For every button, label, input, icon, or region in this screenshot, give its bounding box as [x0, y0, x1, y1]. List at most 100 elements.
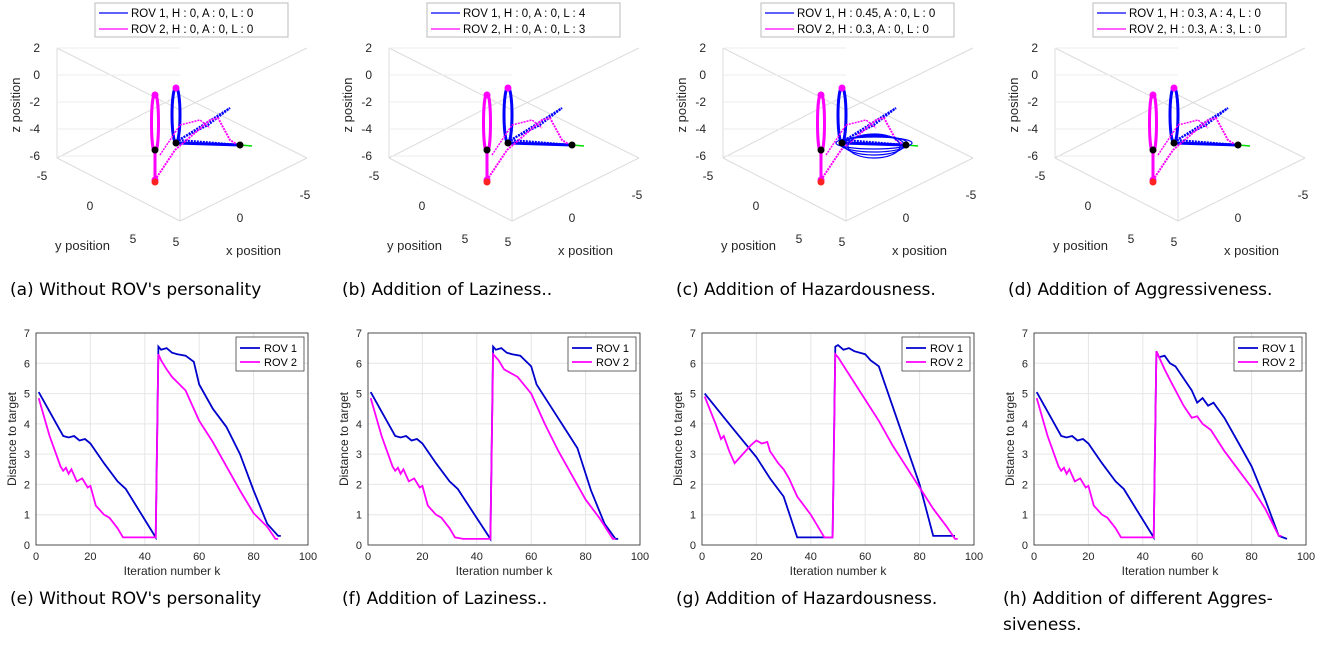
x-tick-label: 40: [471, 551, 483, 563]
axis-frame-line: [845, 157, 974, 222]
y-tick-label: 4: [690, 419, 696, 431]
x-tick-label: 40: [139, 551, 151, 563]
trajectory-marker: [1149, 91, 1157, 99]
y-tick-label: 2: [690, 479, 696, 491]
axis-frame-line: [722, 47, 847, 111]
x-tick-label: 100: [965, 551, 983, 563]
legend-entry: ROV 2: [930, 357, 963, 369]
axis-frame-line: [511, 157, 640, 222]
rov2-trajectory-branch: [491, 119, 543, 156]
axis-frame-line: [56, 94, 181, 159]
panel-caption-line1: (h) Addition of different Aggres-: [1003, 589, 1273, 609]
panel-caption: (f) Addition of Laziness..: [342, 589, 547, 609]
x-tick-label: 80: [913, 551, 925, 563]
legend-entry-rov1: ROV 1, H : 0, A : 0, L : 4: [463, 8, 586, 20]
series-line-rov-2: [369, 351, 616, 540]
y-tick-label: 0: [1022, 540, 1028, 552]
legend-entry: ROV 1: [1262, 343, 1295, 355]
y-tick-label: 6: [690, 358, 696, 370]
legend-entry-rov2: ROV 2, H : 0, A : 0, L : 0: [131, 24, 253, 36]
y-tick-label: 6: [356, 358, 362, 370]
y-tick-label: -5: [37, 169, 48, 183]
trajectory-marker: [151, 146, 159, 154]
x-tick-label: 5: [173, 235, 180, 249]
x-tick-label: -5: [966, 188, 977, 202]
x-tick-label: 20: [416, 551, 428, 563]
legend-entry: ROV 2: [264, 357, 297, 369]
x-tick-label: 60: [1191, 551, 1203, 563]
z-tick-label: -2: [1027, 95, 1038, 109]
x-tick-label: 0: [237, 211, 244, 225]
x-tick-label: 40: [805, 551, 817, 563]
trajectory-marker: [838, 139, 846, 147]
y-axis-label: y position: [55, 238, 110, 253]
panel-caption: (e) Without ROV's personality: [10, 589, 261, 609]
y-tick-label: 4: [24, 419, 30, 431]
y-tick-label: 2: [1022, 479, 1028, 491]
trajectory-marker: [1234, 141, 1242, 149]
trajectory-marker: [568, 141, 576, 149]
legend-entry: ROV 1: [930, 343, 963, 355]
z-tick-label: -4: [1027, 122, 1038, 136]
y-tick-label: 4: [1022, 419, 1028, 431]
y-tick-label: 7: [690, 328, 696, 340]
x-tick-label: 0: [903, 211, 910, 225]
y-axis-label: y position: [387, 238, 442, 253]
trajectory-marker: [817, 146, 825, 154]
legend-entry: ROV 1: [596, 343, 629, 355]
x-tick-label: 100: [631, 551, 649, 563]
x-tick-label: 0: [699, 551, 705, 563]
y-tick-label: 6: [24, 358, 30, 370]
x-tick-label: 60: [859, 551, 871, 563]
rov1-trajectory-arm: [507, 141, 573, 147]
z-tick-label: -4: [29, 122, 40, 136]
y-axis-label: Distance to target: [671, 391, 685, 486]
series-line-rov-1: [704, 344, 955, 539]
trajectory-marker: [1170, 139, 1178, 147]
axis-frame-line: [56, 157, 181, 222]
legend-box: [1092, 2, 1287, 38]
trajectory-marker: [1149, 146, 1157, 154]
trajectory-marker: [172, 139, 180, 147]
y-axis-label: y position: [721, 238, 776, 253]
trajectory-marker: [504, 84, 512, 92]
z-tick-label: -6: [29, 149, 40, 163]
x-axis-label: x position: [226, 243, 281, 258]
y-tick-label: 1: [690, 510, 696, 522]
axis-frame-line: [845, 94, 974, 159]
y-tick-label: -5: [703, 169, 714, 183]
x-tick-label: 80: [1245, 551, 1257, 563]
x-tick-label: 0: [569, 211, 576, 225]
x-tick-label: -5: [1298, 188, 1309, 202]
x-tick-label: 0: [365, 551, 371, 563]
trajectory-marker: [902, 141, 910, 149]
rov2-trajectory-branch: [159, 119, 211, 156]
panel-caption: (d) Addition of Aggressiveness.: [1008, 280, 1272, 300]
z-axis-label: z position: [1006, 78, 1021, 133]
panel-caption: (b) Addition of Laziness..: [342, 280, 552, 300]
x-tick-label: 0: [33, 551, 39, 563]
x-axis-label: x position: [892, 243, 947, 258]
z-tick-label: 0: [1031, 68, 1038, 82]
series-line-rov-1: [369, 344, 619, 542]
y-tick-label: 5: [24, 389, 30, 401]
x-tick-label: 80: [579, 551, 591, 563]
x-tick-label: 100: [299, 551, 317, 563]
x-tick-label: 5: [839, 235, 846, 249]
x-tick-label: -5: [632, 188, 643, 202]
x-tick-label: -5: [300, 188, 311, 202]
rov1-trajectory-arm: [1173, 141, 1239, 147]
axis-frame-line: [511, 94, 640, 159]
trajectory-marker: [817, 178, 825, 186]
x-tick-label: 0: [1235, 211, 1242, 225]
z-tick-label: -6: [361, 149, 372, 163]
trajectory-marker: [817, 91, 825, 99]
trajectory-3d-panel: 2 0 -2 -4 -6 -5 0 5 5 0 -5 z position y position x po…: [8, 2, 311, 300]
legend-entry-rov1: ROV 1, H : 0.3, A : 4, L : 0: [1129, 8, 1261, 20]
y-tick-label: 5: [1022, 389, 1028, 401]
y-tick-label: -5: [369, 169, 380, 183]
rov2-trajectory: [1152, 116, 1235, 181]
trajectory-marker: [504, 139, 512, 147]
legend-box: [1233, 336, 1303, 372]
